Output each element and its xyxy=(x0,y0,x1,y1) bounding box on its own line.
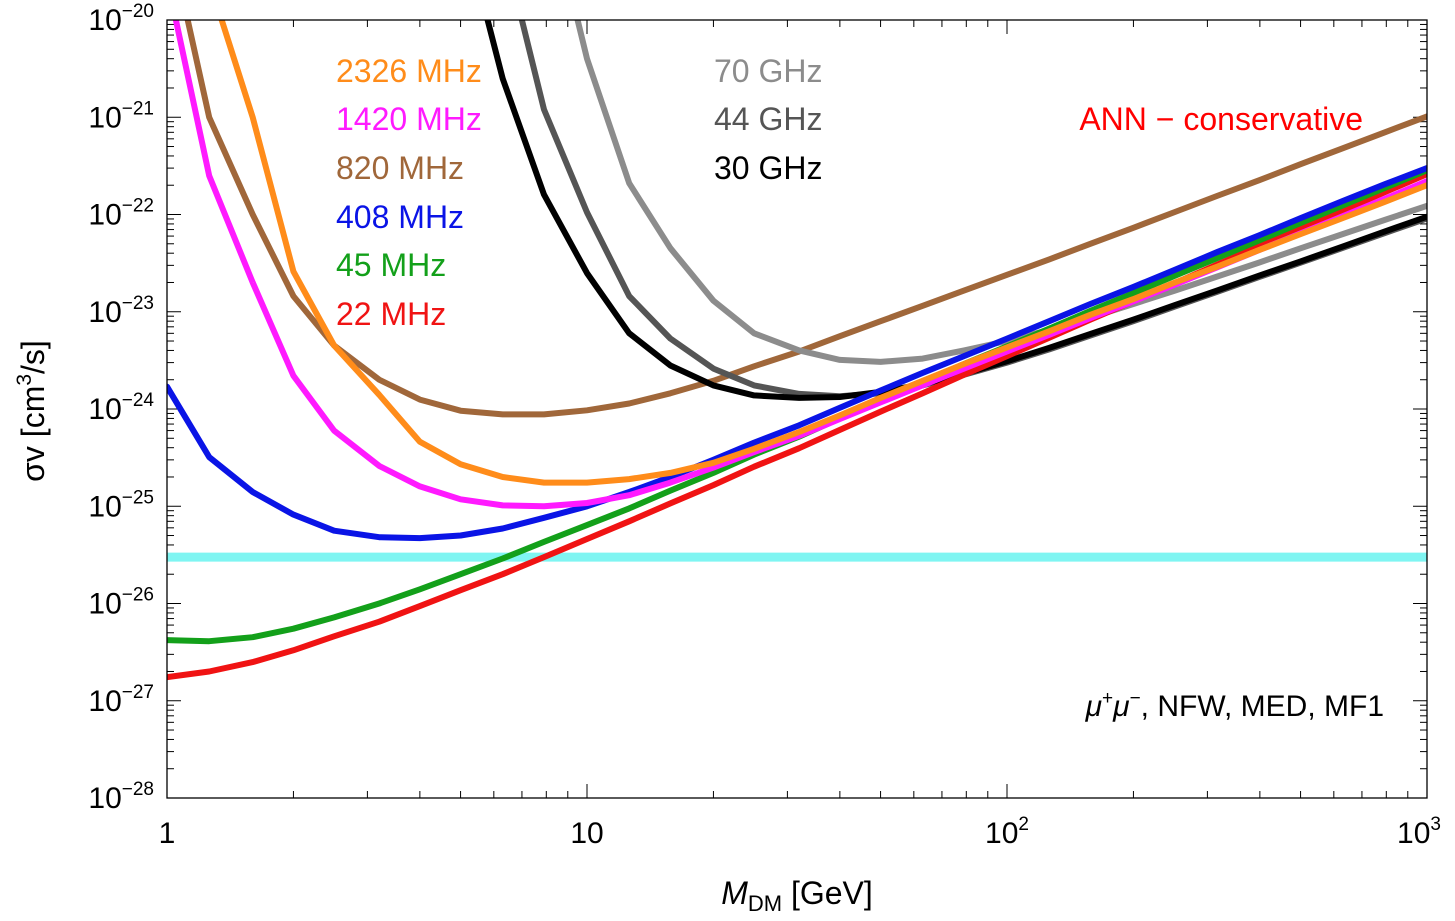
x-axis-label-sub: DM xyxy=(748,891,782,916)
y-tick-label: 10−26 xyxy=(88,585,154,621)
y-axis-label-main: σv [cm xyxy=(15,386,51,482)
y-tick-label: 10−20 xyxy=(88,1,154,37)
annotation-sup-minus: − xyxy=(1130,688,1141,709)
y-axis-label-sup: 3 xyxy=(13,374,36,386)
axis-ticks xyxy=(166,19,1428,799)
series-group xyxy=(167,20,1427,681)
legend-entry-44-ghz: 44 GHz xyxy=(714,101,822,137)
y-axis-label-rest: /s] xyxy=(15,340,51,374)
legend-entry-22-mhz: 22 MHz xyxy=(336,296,446,332)
legend-entry-1420-mhz: 1420 MHz xyxy=(336,101,482,137)
y-tick-label: 10−21 xyxy=(88,98,154,134)
y-tick-label: 10−23 xyxy=(88,293,154,329)
legend-entry-2326-mhz: 2326 MHz xyxy=(336,53,482,89)
x-tick-label: 10 xyxy=(570,817,603,850)
annotation-ann-conservative: ANN − conservative xyxy=(1079,101,1363,137)
plot-frame xyxy=(166,19,1428,799)
y-tick-label: 10−22 xyxy=(88,196,154,232)
annotation-channel-profile: μ+μ−, NFW, MED, MF1 xyxy=(1085,688,1384,723)
y-tick-label: 10−25 xyxy=(88,487,154,523)
annotation-mu-plus: μ xyxy=(1085,690,1102,723)
legend-entry-30-ghz: 30 GHz xyxy=(714,150,822,186)
x-axis-label-rest: [GeV] xyxy=(782,875,873,911)
series-line-30-ghz xyxy=(484,20,1427,401)
legend: 2326 MHz 1420 MHz 820 MHz 408 MHz 45 MHz… xyxy=(336,53,822,332)
legend-entry-820-mhz: 820 MHz xyxy=(336,150,464,186)
legend-entry-45-mhz: 45 MHz xyxy=(336,247,446,283)
y-axis-label: σv [cm3/s] xyxy=(13,340,51,482)
annotation-rest: , NFW, MED, MF1 xyxy=(1141,690,1384,723)
annotation-mu-minus: μ xyxy=(1112,690,1129,723)
y-tick-label: 10−28 xyxy=(88,779,154,815)
series-line-2326-mhz xyxy=(218,20,1427,486)
series-line-70-ghz xyxy=(574,20,1427,365)
annotation-sup-plus: + xyxy=(1102,688,1113,709)
y-tick-label: 10−27 xyxy=(88,682,154,718)
x-axis-label: MDM [GeV] xyxy=(721,875,873,916)
legend-entry-70-ghz: 70 GHz xyxy=(714,53,822,89)
x-tick-label: 1 xyxy=(159,817,176,850)
series-line-408-mhz xyxy=(167,165,1427,542)
tick-labels: 1 10 102 103 10−20 10−21 10−22 10−23 10−24 10−25 1… xyxy=(88,1,1441,850)
x-tick-label: 103 xyxy=(1397,814,1441,850)
x-axis-label-main: M xyxy=(721,875,748,911)
x-tick-label: 102 xyxy=(985,814,1029,850)
legend-entry-408-mhz: 408 MHz xyxy=(336,199,464,235)
series-line-44-ghz xyxy=(518,20,1427,400)
y-tick-label: 10−24 xyxy=(88,390,154,426)
